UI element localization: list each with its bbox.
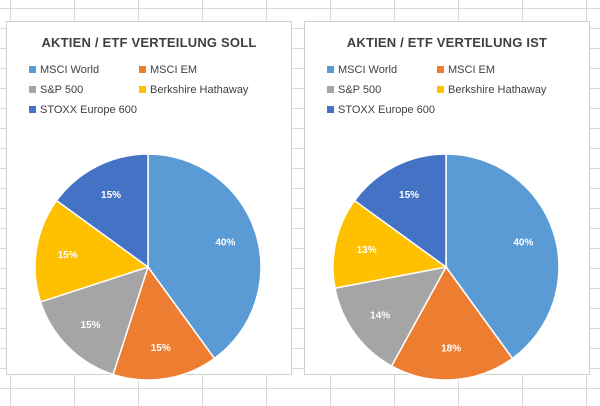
legend-item-sp-500: S&P 500: [327, 82, 437, 97]
chart-title: AKTIEN / ETF VERTEILUNG SOLL: [41, 35, 257, 50]
legend-label: Berkshire Hathaway: [448, 83, 547, 96]
legend-swatch: [29, 106, 36, 113]
legend-item-msci-em: MSCI EM: [437, 62, 577, 77]
legend-item-stoxx-europe-600: STOXX Europe 600: [29, 102, 139, 117]
legend-label: MSCI EM: [150, 63, 198, 76]
legend-item-stoxx-europe-600: STOXX Europe 600: [327, 102, 437, 117]
pie-chart: 40% 18% 14% 13% 15%: [332, 153, 560, 381]
legend-item-msci-world: MSCI World: [327, 62, 437, 77]
legend-swatch: [327, 106, 334, 113]
data-label-sp-500: 15%: [80, 320, 100, 331]
data-label-stoxx-europe-600: 15%: [101, 190, 121, 201]
data-label-stoxx-europe-600: 15%: [399, 190, 419, 201]
legend-label: S&P 500: [338, 83, 382, 96]
data-label-msci-em: 18%: [441, 344, 461, 355]
legend-label: MSCI World: [338, 63, 398, 76]
chart-ist[interactable]: AKTIEN / ETF VERTEILUNG IST MSCI World M…: [304, 21, 590, 381]
legend-swatch: [139, 66, 146, 73]
chart-legend: MSCI World MSCI EM S&P 500 Berkshire Hat…: [29, 62, 279, 117]
chart-legend: MSCI World MSCI EM S&P 500 Berkshire Hat…: [327, 62, 577, 117]
pie-slice-stoxx-europe-600[interactable]: [353, 153, 447, 269]
legend-label: S&P 500: [40, 83, 84, 96]
pie-slice-msci-em[interactable]: [390, 265, 514, 381]
legend-label: STOXX Europe 600: [338, 103, 436, 116]
pie-slice-msci-em[interactable]: [112, 265, 216, 381]
legend-swatch: [437, 86, 444, 93]
data-label-berkshire-hathaway: 15%: [58, 250, 78, 261]
pie-slice-berkshire-hathaway[interactable]: [332, 199, 448, 290]
data-label-sp-500: 14%: [370, 310, 390, 321]
legend-item-msci-em: MSCI EM: [139, 62, 279, 77]
pie-slice-msci-world[interactable]: [147, 153, 262, 360]
chart-title: AKTIEN / ETF VERTEILUNG IST: [346, 35, 548, 50]
legend-swatch: [327, 86, 334, 93]
chart-soll[interactable]: AKTIEN / ETF VERTEILUNG SOLL MSCI World …: [6, 21, 292, 381]
legend-label: STOXX Europe 600: [40, 103, 138, 116]
data-label-msci-world: 40%: [215, 237, 235, 248]
legend-item-berkshire-hathaway: Berkshire Hathaway: [139, 82, 279, 97]
legend-label: Berkshire Hathaway: [150, 83, 249, 96]
pie-slice-msci-world[interactable]: [445, 153, 560, 360]
legend-item-berkshire-hathaway: Berkshire Hathaway: [437, 82, 577, 97]
legend-swatch: [139, 86, 146, 93]
legend-label: MSCI EM: [448, 63, 496, 76]
pie-slice-stoxx-europe-600[interactable]: [55, 153, 149, 269]
data-label-berkshire-hathaway: 13%: [357, 245, 377, 256]
pie-slice-sp-500[interactable]: [334, 265, 448, 368]
legend-label: MSCI World: [40, 63, 100, 76]
legend-swatch: [29, 66, 36, 73]
pie-chart: 40% 15% 15% 15% 15%: [34, 153, 262, 381]
legend-swatch: [327, 66, 334, 73]
legend-item-msci-world: MSCI World: [29, 62, 139, 77]
legend-swatch: [437, 66, 444, 73]
legend-swatch: [29, 86, 36, 93]
data-label-msci-world: 40%: [513, 237, 533, 248]
legend-item-sp-500: S&P 500: [29, 82, 139, 97]
data-label-msci-em: 15%: [151, 343, 171, 354]
pie-slice-berkshire-hathaway[interactable]: [34, 199, 150, 303]
